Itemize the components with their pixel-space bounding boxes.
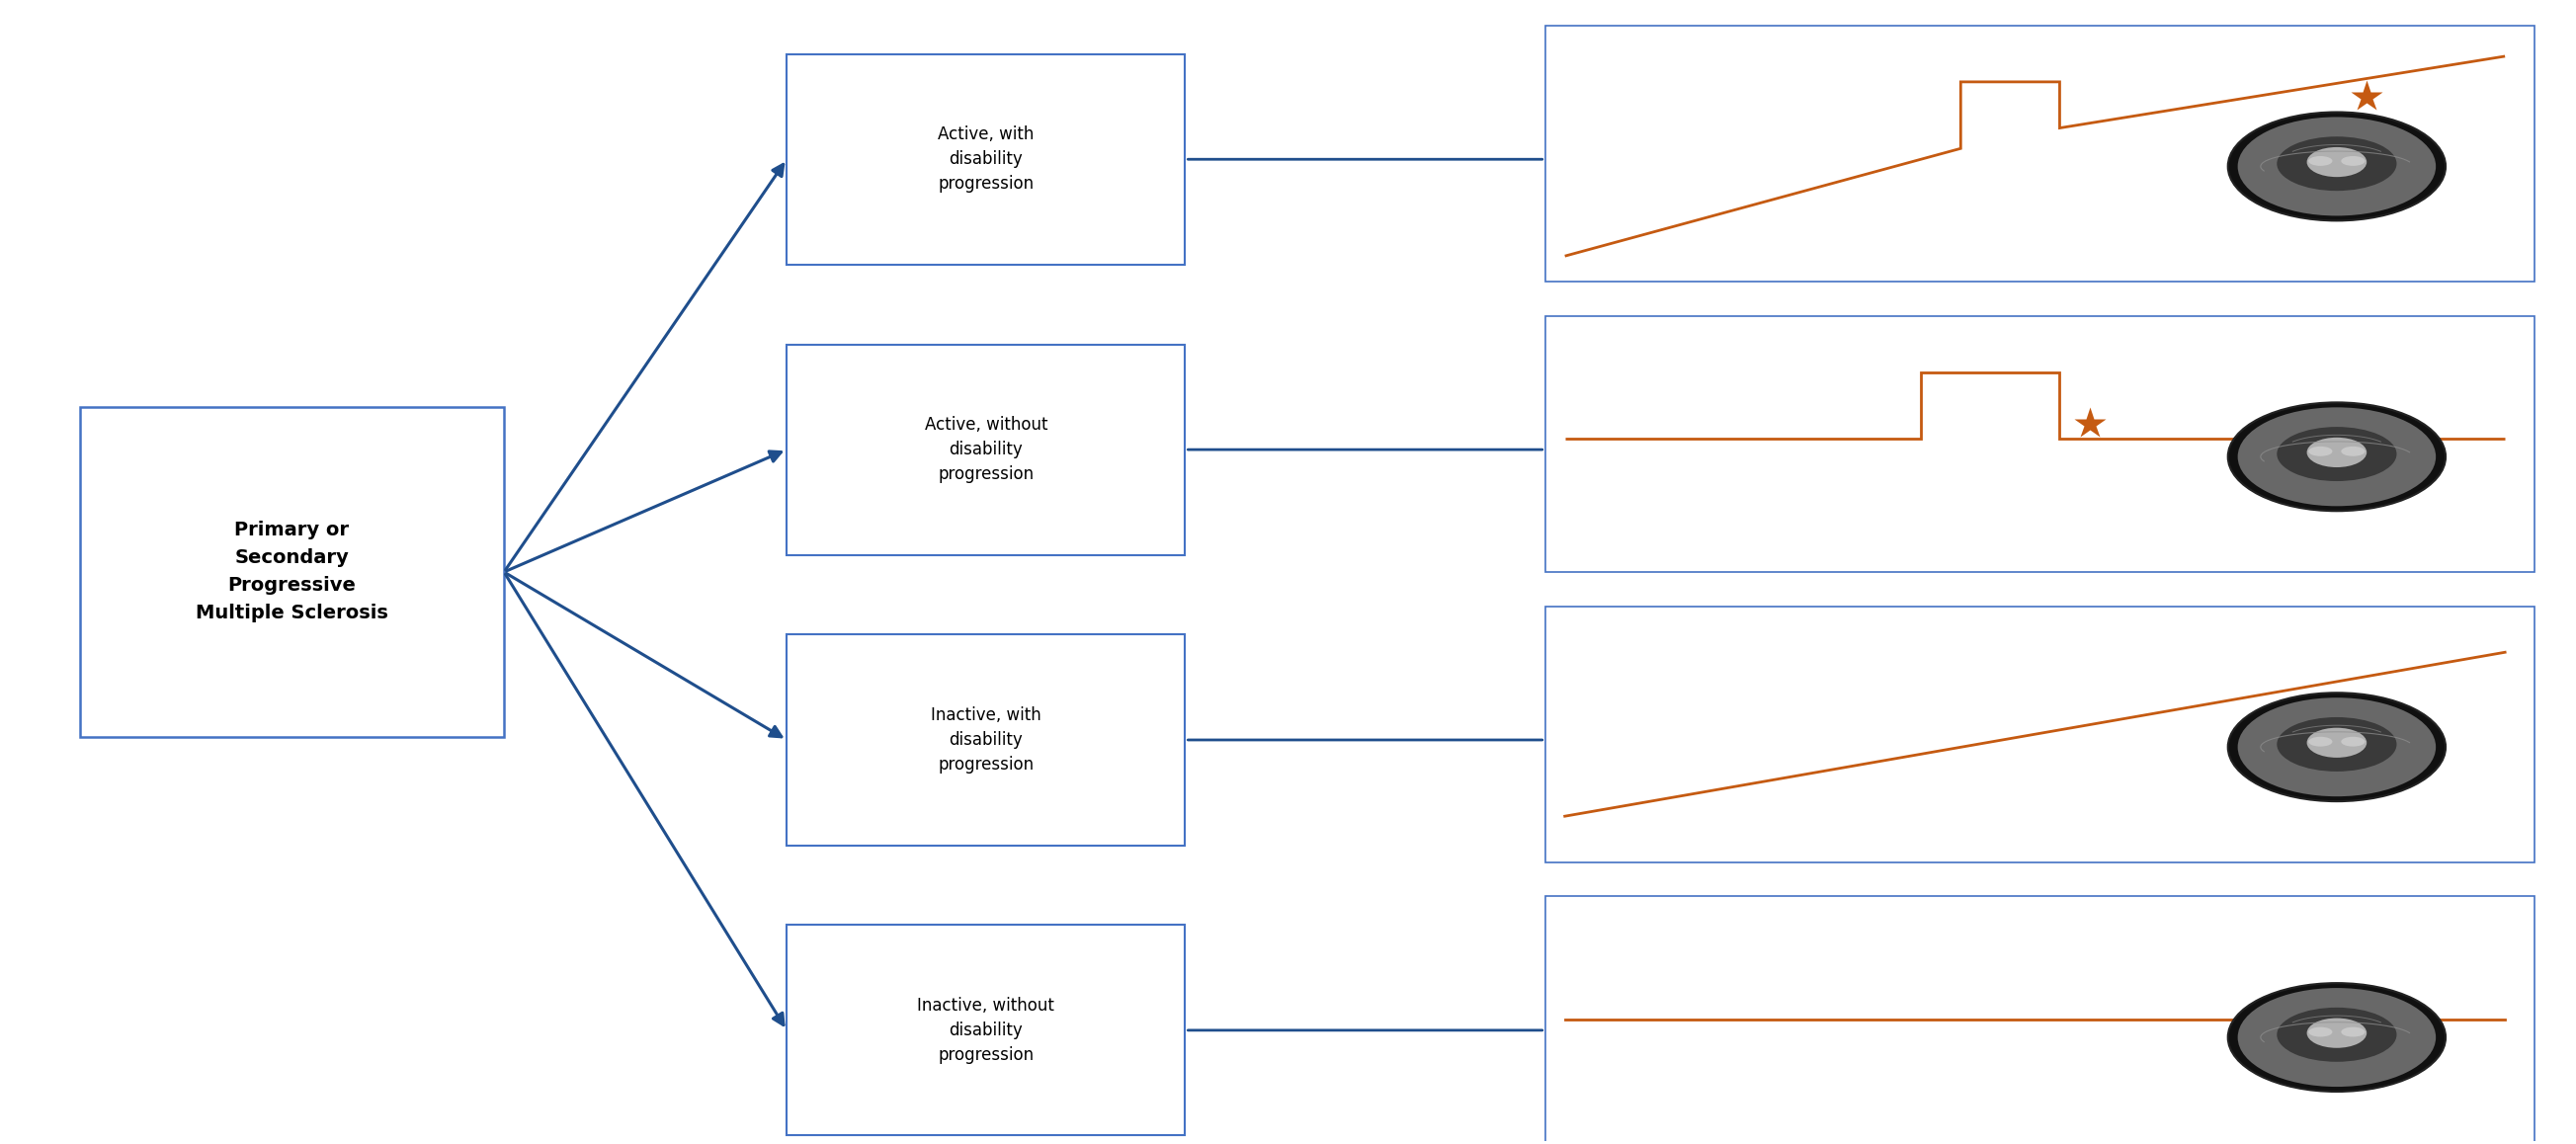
Ellipse shape (2239, 988, 2437, 1087)
Ellipse shape (2228, 983, 2445, 1091)
Ellipse shape (2228, 693, 2445, 801)
Ellipse shape (2239, 698, 2437, 796)
Text: Inactive, without
disability
progression: Inactive, without disability progression (917, 996, 1054, 1064)
FancyBboxPatch shape (80, 407, 505, 737)
Ellipse shape (2342, 737, 2365, 747)
Ellipse shape (2277, 427, 2396, 482)
Ellipse shape (2277, 717, 2396, 771)
Ellipse shape (2308, 156, 2331, 166)
Ellipse shape (2308, 437, 2367, 467)
FancyBboxPatch shape (1546, 606, 2535, 863)
Ellipse shape (2342, 446, 2365, 456)
FancyBboxPatch shape (1546, 316, 2535, 572)
Ellipse shape (2308, 737, 2331, 747)
Text: Primary or
Secondary
Progressive
Multiple Sclerosis: Primary or Secondary Progressive Multipl… (196, 522, 389, 622)
Text: Active, without
disability
progression: Active, without disability progression (925, 416, 1048, 483)
Ellipse shape (2308, 446, 2331, 456)
Ellipse shape (2239, 407, 2437, 506)
Ellipse shape (2277, 136, 2396, 191)
FancyBboxPatch shape (1546, 25, 2535, 281)
Ellipse shape (2308, 1027, 2331, 1036)
Ellipse shape (2342, 156, 2365, 166)
FancyBboxPatch shape (786, 344, 1185, 555)
FancyBboxPatch shape (786, 54, 1185, 264)
Ellipse shape (2308, 148, 2367, 177)
Ellipse shape (2308, 728, 2367, 757)
Ellipse shape (2239, 117, 2437, 216)
Ellipse shape (2308, 1018, 2367, 1048)
Text: Active, with
disability
progression: Active, with disability progression (938, 126, 1033, 193)
FancyBboxPatch shape (786, 925, 1185, 1136)
FancyBboxPatch shape (786, 635, 1185, 845)
Ellipse shape (2228, 112, 2445, 221)
FancyBboxPatch shape (1546, 897, 2535, 1144)
Ellipse shape (2277, 1008, 2396, 1062)
Ellipse shape (2228, 403, 2445, 511)
Text: Inactive, with
disability
progression: Inactive, with disability progression (930, 706, 1041, 773)
Ellipse shape (2342, 1027, 2365, 1036)
